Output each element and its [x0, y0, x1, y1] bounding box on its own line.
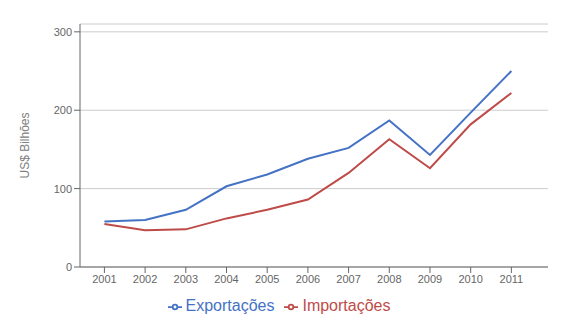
- svg-text:2002: 2002: [133, 273, 157, 285]
- svg-text:2005: 2005: [255, 273, 279, 285]
- svg-text:0: 0: [66, 261, 72, 273]
- svg-text:300: 300: [54, 26, 72, 38]
- svg-text:200: 200: [54, 104, 72, 116]
- svg-text:2003: 2003: [174, 273, 198, 285]
- html-text:Exportações: Exportações: [185, 297, 275, 314]
- svg-text:2006: 2006: [296, 273, 320, 285]
- svg-text:2008: 2008: [377, 273, 401, 285]
- svg-text:2011: 2011: [500, 273, 524, 285]
- svg-text:2007: 2007: [336, 273, 360, 285]
- html-text:Importações: Importações: [302, 297, 391, 314]
- svg-text:100: 100: [54, 183, 72, 195]
- svg-text:2010: 2010: [458, 273, 482, 285]
- svg-text:2001: 2001: [92, 273, 116, 285]
- svg-text:2009: 2009: [418, 273, 442, 285]
- svg-text:US$ Bilhões: US$ Bilhões: [18, 112, 32, 178]
- svg-text:2004: 2004: [214, 273, 238, 285]
